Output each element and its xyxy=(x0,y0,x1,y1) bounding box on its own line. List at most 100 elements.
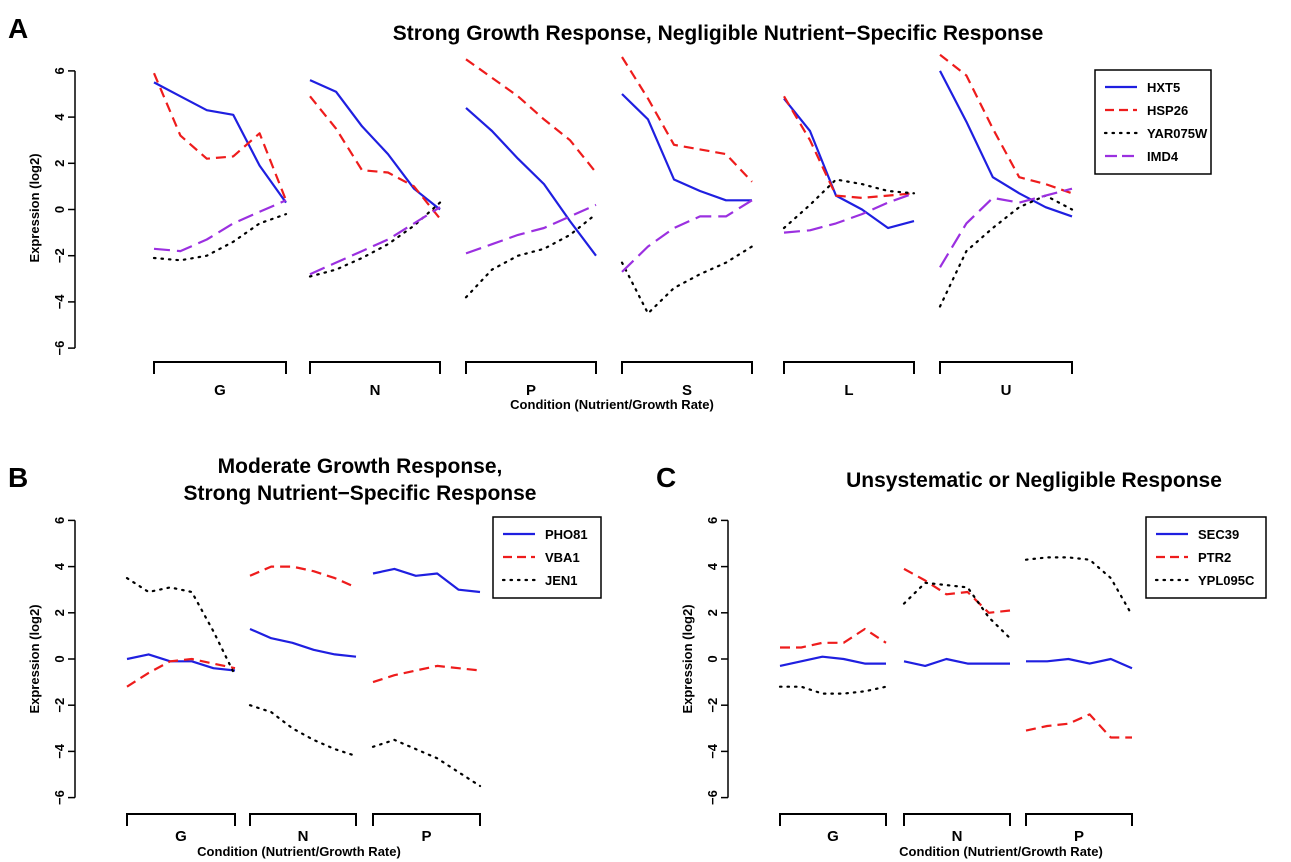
y-axis-title-b: Expression (log2) xyxy=(27,604,42,713)
series-line-hsp26-g xyxy=(152,72,288,201)
series-line-sec39-p xyxy=(1026,657,1133,670)
series-line-ypl095c-g xyxy=(778,685,888,695)
y-tick-label-c-3: 0 xyxy=(705,655,720,662)
y-tick-label-c-4: −2 xyxy=(705,698,720,713)
y-tick-label-c-6: −6 xyxy=(705,790,720,805)
condition-bracket-b-0 xyxy=(126,813,236,826)
condition-label-a-4: L xyxy=(844,382,853,399)
series-line-hxt5-l xyxy=(783,97,915,230)
series-line-hsp26-l xyxy=(783,95,915,199)
condition-label-c-0: G xyxy=(827,828,839,845)
condition-bracket-a-3 xyxy=(621,361,753,374)
y-tick-label-b-4: −2 xyxy=(52,698,67,713)
series-line-yar075w-p xyxy=(464,213,598,299)
condition-bracket-a-2 xyxy=(465,361,597,374)
y-tick-label-b-3: 0 xyxy=(52,655,67,662)
legend-label-ypl095c: YPL095C xyxy=(1198,573,1255,588)
condition-bracket-c-0 xyxy=(779,813,887,826)
y-tick-label-a-1: 4 xyxy=(52,113,67,121)
legend-label-jen1: JEN1 xyxy=(545,573,578,588)
condition-bracket-a-5 xyxy=(939,361,1073,374)
condition-label-a-0: G xyxy=(214,382,226,399)
condition-label-a-1: N xyxy=(370,382,381,399)
condition-label-b-0: G xyxy=(175,828,187,845)
panel-a: A Strong Growth Response, Negligible Nut… xyxy=(8,13,1212,412)
panel-letter-a: A xyxy=(8,13,28,44)
series-line-ptr2-g xyxy=(780,627,887,649)
condition-bracket-b-1 xyxy=(249,813,357,826)
condition-label-c-1: N xyxy=(952,828,963,845)
series-line-imd4-s xyxy=(621,199,753,273)
series-line-ptr2-p xyxy=(1025,713,1132,739)
y-tick-label-a-4: −2 xyxy=(52,248,67,263)
chart-title-c: Unsystematic or Negligible Response xyxy=(846,469,1222,492)
y-axis-title-c: Expression (log2) xyxy=(680,604,695,713)
series-line-pho81-g xyxy=(126,653,236,672)
panel-letter-b: B xyxy=(8,462,28,493)
y-tick-label-c-0: 6 xyxy=(705,517,720,524)
legend-a: HXT5 HSP26 YAR075W IMD4 xyxy=(1094,69,1212,175)
legend-label-yar075w: YAR075W xyxy=(1147,126,1208,141)
series-line-ypl095c-p xyxy=(1024,556,1134,617)
y-tick-label-b-1: 4 xyxy=(52,562,67,570)
y-axis-title-a: Expression (log2) xyxy=(27,153,42,262)
condition-label-b-2: P xyxy=(421,828,431,845)
condition-label-c-2: P xyxy=(1074,828,1084,845)
y-tick-label-b-5: −4 xyxy=(52,743,67,759)
condition-bracket-c-1 xyxy=(903,813,1011,826)
legend-c: SEC39 PTR2 YPL095C xyxy=(1145,516,1267,599)
legend-label-imd4: IMD4 xyxy=(1147,149,1179,164)
legend-b: PHO81 VBA1 JEN1 xyxy=(492,516,602,599)
chart-subtitle-b: Strong Nutrient−Specific Response xyxy=(184,482,537,505)
y-tick-label-a-5: −4 xyxy=(52,294,67,310)
y-tick-label-a-0: 6 xyxy=(52,67,67,74)
legend-label-sec39: SEC39 xyxy=(1198,527,1239,542)
y-tick-label-b-0: 6 xyxy=(52,517,67,524)
series-line-hsp26-p xyxy=(465,58,597,174)
x-axis-title-b: Condition (Nutrient/Growth Rate) xyxy=(197,844,401,859)
legend-label-vba1: VBA1 xyxy=(545,550,580,565)
condition-bracket-a-0 xyxy=(153,361,287,374)
y-tick-label-c-5: −4 xyxy=(705,743,720,759)
legend-box-c xyxy=(1145,516,1267,599)
x-axis-title-c: Condition (Nutrient/Growth Rate) xyxy=(899,844,1103,859)
condition-bracket-b-2 xyxy=(372,813,481,826)
series-line-pho81-n xyxy=(249,627,357,658)
panel-b: B Moderate Growth Response, Strong Nutri… xyxy=(8,455,602,859)
series-line-imd4-n xyxy=(309,206,441,276)
series-line-hxt5-s xyxy=(621,93,752,202)
series-line-hsp26-n xyxy=(309,95,441,220)
series-line-hxt5-g xyxy=(153,81,287,204)
series-line-jen1-n xyxy=(248,704,358,758)
x-axis-title-a: Condition (Nutrient/Growth Rate) xyxy=(510,397,714,412)
y-tick-label-a-2: 2 xyxy=(52,160,67,167)
series-line-vba1-g xyxy=(126,657,236,688)
panel-c: C Unsystematic or Negligible Response Co… xyxy=(656,462,1267,859)
legend-label-ptr2: PTR2 xyxy=(1198,550,1231,565)
y-tick-label-a-3: 0 xyxy=(52,206,67,213)
series-line-yar075w-u xyxy=(938,194,1074,308)
panel-letter-c: C xyxy=(656,462,676,493)
chart-title-a: Strong Growth Response, Negligible Nutri… xyxy=(393,22,1044,45)
series-line-hxt5-u xyxy=(939,70,1073,218)
series-line-ptr2-n xyxy=(903,567,1011,614)
y-tick-label-b-2: 2 xyxy=(52,609,67,616)
condition-bracket-a-1 xyxy=(309,361,441,374)
series-line-imd4-g xyxy=(153,199,287,253)
chart-title-b: Moderate Growth Response, xyxy=(218,455,503,478)
condition-bracket-a-4 xyxy=(783,361,915,374)
series-line-imd4-u xyxy=(939,187,1073,268)
series-line-vba1-p xyxy=(372,664,481,684)
series-line-sec39-n xyxy=(903,657,1010,668)
y-tick-label-c-2: 2 xyxy=(705,609,720,616)
condition-label-a-2: P xyxy=(526,382,536,399)
series-line-imd4-p xyxy=(465,203,597,255)
legend-label-hxt5: HXT5 xyxy=(1147,80,1180,95)
y-tick-label-b-6: −6 xyxy=(52,790,67,805)
series-line-hxt5-n xyxy=(309,79,441,211)
y-tick-label-c-1: 4 xyxy=(705,562,720,570)
series-line-sec39-g xyxy=(779,655,886,667)
series-line-yar075w-l xyxy=(782,178,916,230)
series-line-hxt5-p xyxy=(465,107,597,257)
